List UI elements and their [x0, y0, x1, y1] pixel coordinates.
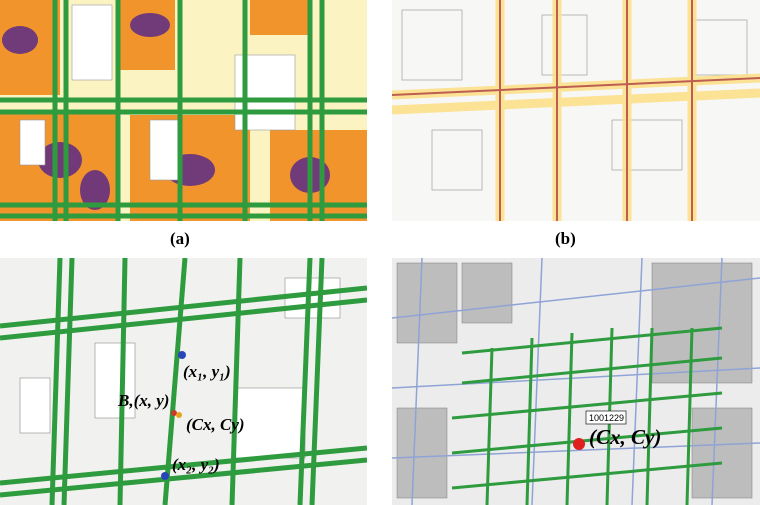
- label-centroid: (Cx, Cy): [589, 425, 661, 449]
- endpoint-1-marker: [178, 351, 186, 359]
- caption-b: (b): [555, 229, 576, 248]
- label-endpoint-2: (x₂, y₂): [172, 455, 220, 474]
- caption-a: (a): [170, 229, 190, 248]
- building-outlines: [401, 9, 748, 191]
- parcel-id-label: 1001229: [589, 413, 624, 423]
- map-panel-c: (x₁, y₁) B,(x, y) (Cx, Cy) (x₂, y₂): [0, 258, 367, 505]
- map-panel-b: [392, 0, 760, 221]
- endpoint-2-marker: [161, 472, 169, 480]
- heat-street-glow: [392, 0, 760, 221]
- heat-street-core: [392, 0, 760, 221]
- centroid-marker: [176, 412, 182, 418]
- label-endpoint-1: (x₁, y₁): [183, 362, 231, 381]
- parcel-id-tag: [585, 410, 627, 425]
- label-sample-point-b: B,(x, y): [117, 391, 169, 410]
- label-centroid: (Cx, Cy): [186, 415, 245, 434]
- sample-point-b-marker: [171, 410, 177, 416]
- map-panel-a: [0, 0, 367, 221]
- map-panel-d: 1001229 (Cx, Cy): [392, 258, 760, 505]
- sidewalk-network: [0, 0, 367, 221]
- sidewalk-network: [0, 258, 367, 505]
- centroid-marker: [573, 438, 585, 450]
- sidewalk-network: [451, 326, 723, 505]
